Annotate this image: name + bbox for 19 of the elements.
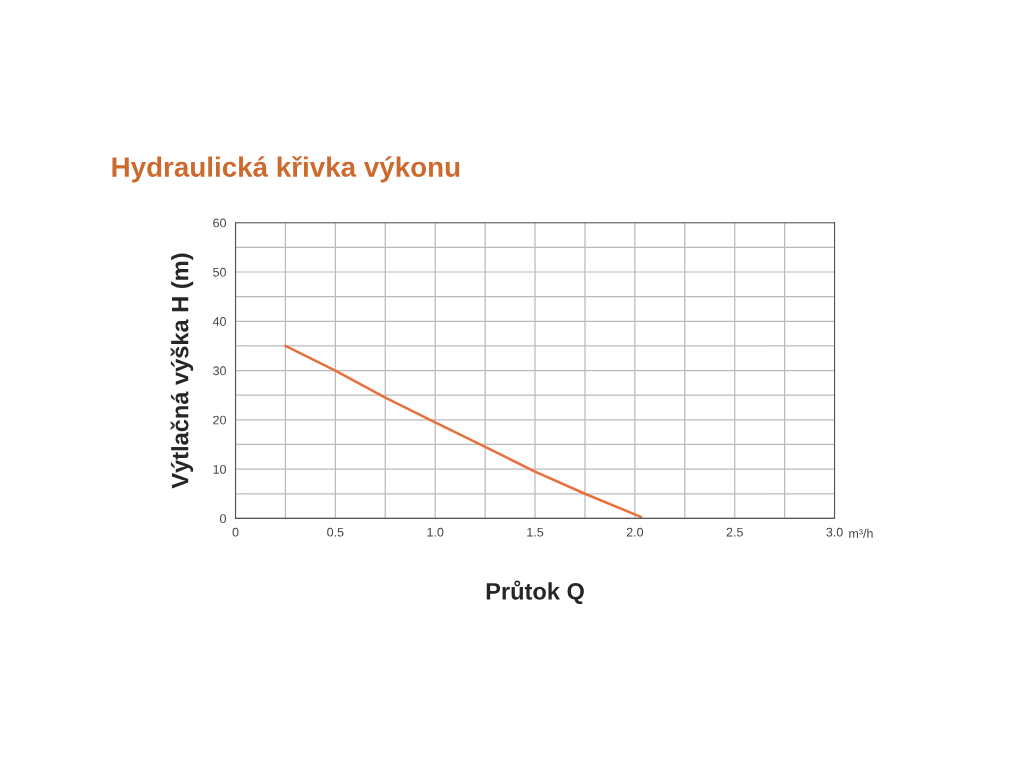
x-tick-label: 0.5	[327, 527, 344, 537]
line-series	[284, 344, 643, 519]
x-tick-label: 1.5	[527, 527, 544, 537]
y-tick-label: 60	[213, 218, 226, 228]
y-axis-title: Výtlačná výška H (m)	[170, 253, 194, 489]
x-tick-label: 0	[232, 527, 239, 537]
y-tick-label: 40	[212, 317, 226, 326]
x-tick-label: 2.5	[726, 527, 743, 537]
y-tick-label: 0	[220, 514, 226, 524]
y-tick-label: 50	[213, 267, 226, 277]
chart-title: Hydraulická křivka výkonu	[112, 155, 460, 183]
x-axis-title: Průtok Q	[486, 580, 584, 605]
x-tick-label: 3.0	[826, 527, 843, 537]
y-tick-label: 20	[213, 415, 226, 425]
y-tick-label: 10	[213, 464, 226, 474]
text: m³/h	[849, 528, 873, 538]
y-tick-label: 30	[213, 366, 226, 376]
x-tick-label: 2.0	[626, 527, 644, 537]
x-tick-label: 1.0	[427, 527, 444, 537]
